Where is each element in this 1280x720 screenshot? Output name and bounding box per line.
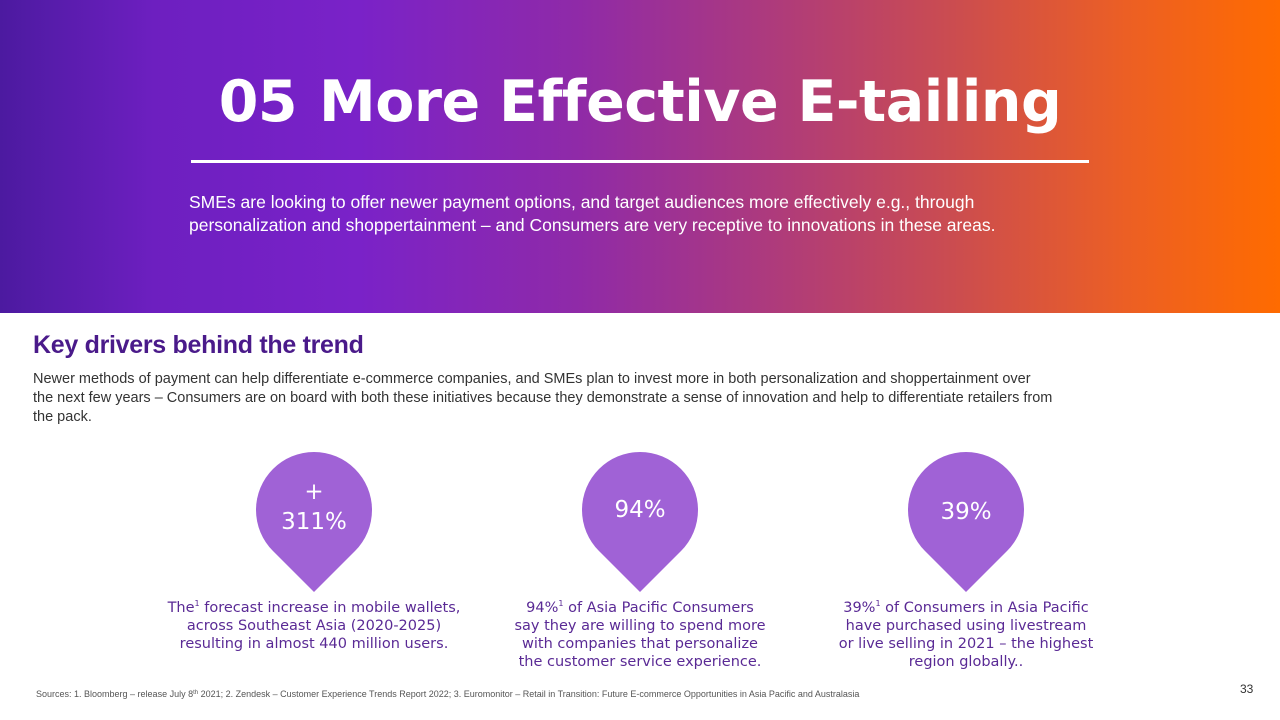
section-intro: Newer methods of payment can help differ…	[33, 370, 1243, 427]
page-title: 05 More Effective E-tailing	[0, 66, 1280, 138]
desc-line: with companies that personalize	[522, 636, 758, 652]
hero-banner: 05 More Effective E-tailing SMEs are look…	[0, 0, 1280, 313]
stat-number: 39%	[940, 499, 992, 525]
subtitle-line: SMEs are looking to offer newer payment …	[189, 192, 975, 212]
desc-line: The1 forecast increase in mobile wallets…	[167, 599, 461, 617]
intro-line: the pack.	[33, 409, 92, 425]
desc-line: across Southeast Asia (2020-2025)	[186, 618, 442, 634]
stat-value: 94%	[570, 495, 710, 525]
section-number: 05	[218, 69, 298, 135]
desc-line: have purchased using livestream	[845, 618, 1087, 634]
stat-description: 94%1 of Asia Pacific Consumers say they …	[480, 599, 800, 671]
stat-value: + 311%	[244, 477, 384, 537]
desc-line: region globally..	[908, 654, 1024, 670]
page-subtitle: SMEs are looking to offer newer payment …	[189, 191, 1149, 237]
title-divider	[191, 160, 1089, 163]
stat-value: 39%	[896, 497, 1036, 527]
stat-number: 94%	[614, 497, 666, 523]
stat-prefix: +	[304, 479, 324, 505]
desc-line: say they are willing to spend more	[514, 618, 766, 634]
intro-line: the next few years – Consumers are on bo…	[33, 390, 1053, 406]
desc-line: or live selling in 2021 – the highest	[838, 636, 1094, 652]
stat-number: 311%	[281, 509, 347, 535]
desc-line: resulting in almost 440 million users.	[179, 636, 449, 652]
page-number: 33	[1240, 682, 1254, 696]
title-text: More Effective E-tailing	[319, 69, 1062, 135]
desc-line: the customer service experience.	[518, 654, 762, 670]
subtitle-line: personalization and shoppertainment – an…	[189, 215, 996, 235]
sources-footnote: Sources: 1. Bloomberg – release July 8th…	[36, 689, 860, 699]
stat-description: 39%1 of Consumers in Asia Pacific have p…	[806, 599, 1126, 671]
section-heading: Key drivers behind the trend	[33, 331, 364, 359]
desc-line: 94%1 of Asia Pacific Consumers	[526, 599, 754, 617]
intro-line: Newer methods of payment can help differ…	[33, 371, 1031, 387]
stat-description: The1 forecast increase in mobile wallets…	[154, 599, 474, 653]
desc-line: 39%1 of Consumers in Asia Pacific	[843, 599, 1089, 617]
